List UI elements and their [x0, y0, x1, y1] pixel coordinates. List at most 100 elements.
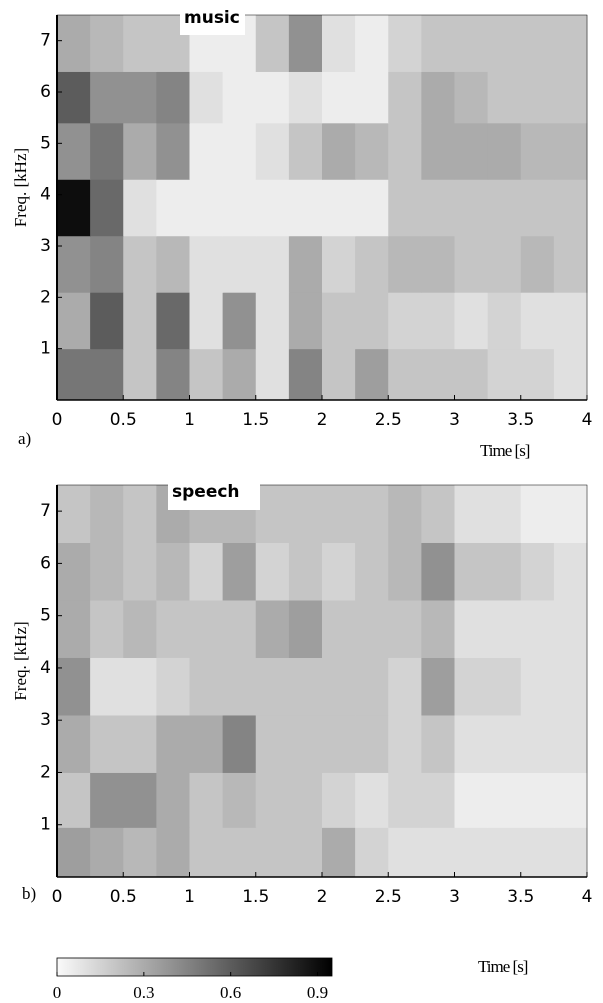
x-tick-label: 3 — [449, 887, 460, 907]
heat-cell — [388, 657, 422, 716]
heat-cell — [57, 714, 91, 773]
heat-cell — [222, 714, 257, 773]
heat-cell — [90, 657, 124, 716]
heat-cell — [156, 714, 190, 773]
heat-cell — [454, 542, 489, 601]
heat-cell — [156, 292, 190, 350]
heat-cell — [189, 827, 224, 878]
heat-cell — [454, 15, 489, 72]
heat-cell — [487, 71, 522, 124]
x-axis-label: Time [s] — [478, 957, 528, 976]
heat-cell — [57, 235, 91, 293]
x-tick-label: 4 — [582, 410, 593, 430]
heat-cell — [57, 71, 91, 124]
x-tick-label: 1 — [184, 887, 195, 907]
y-tick-label: 2 — [40, 762, 51, 782]
x-tick-label: 2.5 — [375, 887, 402, 907]
y-tick-label: 1 — [40, 815, 51, 835]
heat-cell — [487, 235, 522, 293]
x-axis-label: Time [s] — [480, 441, 530, 460]
heat-cell — [123, 485, 157, 543]
heat-cell — [553, 542, 588, 601]
heat-cell — [355, 542, 389, 601]
heat-cell — [255, 772, 290, 828]
heat-cell — [388, 348, 422, 401]
heat-cell — [322, 772, 356, 828]
heat-cell — [222, 772, 257, 828]
heat-cell — [288, 122, 323, 180]
heat-cell — [255, 179, 290, 237]
heat-cell — [454, 485, 489, 543]
heat-cell — [421, 122, 455, 180]
heat-cell — [255, 71, 290, 124]
heat-cell — [189, 235, 224, 293]
heat-cell — [520, 485, 555, 543]
heat-cell — [553, 235, 588, 293]
y-tick-label: 4 — [40, 658, 51, 678]
heat-cell — [520, 599, 555, 658]
heat-cell — [421, 542, 455, 601]
heat-cell — [388, 235, 422, 293]
heat-cell — [57, 772, 91, 828]
heat-cell — [322, 179, 356, 237]
heat-cell — [288, 71, 323, 124]
heat-cell — [553, 657, 588, 716]
heat-cell — [487, 292, 522, 350]
x-tick-label: 3.5 — [507, 887, 534, 907]
heat-cell — [553, 827, 588, 878]
y-tick-label: 7 — [40, 31, 51, 51]
y-tick-label: 5 — [40, 133, 51, 153]
heat-cell — [156, 235, 190, 293]
heat-cell — [454, 657, 489, 716]
heat-cell — [388, 542, 422, 601]
heat-cell — [454, 179, 489, 237]
heat-cell — [454, 235, 489, 293]
heat-cell — [189, 657, 224, 716]
heat-cell — [123, 71, 157, 124]
heat-cell — [322, 827, 356, 878]
heat-cell — [421, 714, 455, 773]
heat-cell — [90, 714, 124, 773]
heat-cell — [421, 772, 455, 828]
x-tick-label: 0 — [52, 410, 63, 430]
colorbar-tick-label: 0.6 — [220, 983, 241, 1002]
heat-cell — [355, 15, 389, 72]
heat-cell — [189, 71, 224, 124]
heat-cell — [553, 714, 588, 773]
heat-cell — [421, 485, 455, 543]
y-tick-label: 7 — [40, 501, 51, 521]
y-tick-label: 3 — [40, 236, 51, 256]
heat-cell — [322, 235, 356, 293]
heat-cell — [57, 15, 91, 72]
heat-cell — [288, 485, 323, 543]
heat-cell — [189, 714, 224, 773]
heat-cell — [222, 71, 257, 124]
heat-cell — [355, 348, 389, 401]
heat-cell — [90, 122, 124, 180]
x-tick-label: 2.5 — [375, 410, 402, 430]
heat-cell — [123, 599, 157, 658]
heat-cell — [553, 485, 588, 543]
heat-cell — [288, 542, 323, 601]
heat-cell — [421, 235, 455, 293]
heat-cell — [123, 348, 157, 401]
x-tick-label: 1 — [184, 410, 195, 430]
heat-cell — [123, 542, 157, 601]
heat-cell — [355, 179, 389, 237]
heat-cell — [189, 292, 224, 350]
heat-cell — [388, 71, 422, 124]
y-tick-label: 4 — [40, 185, 51, 205]
heat-cell — [189, 599, 224, 658]
heat-cell — [355, 235, 389, 293]
heat-cell — [255, 122, 290, 180]
heat-cell — [255, 657, 290, 716]
heat-cell — [322, 348, 356, 401]
heat-cell — [553, 292, 588, 350]
y-tick-label: 1 — [40, 339, 51, 359]
heat-cell — [553, 71, 588, 124]
heat-cell — [355, 292, 389, 350]
x-tick-label: 1.5 — [242, 887, 269, 907]
heat-cell — [520, 235, 555, 293]
heat-cell — [90, 71, 124, 124]
x-tick-label: 3 — [449, 410, 460, 430]
